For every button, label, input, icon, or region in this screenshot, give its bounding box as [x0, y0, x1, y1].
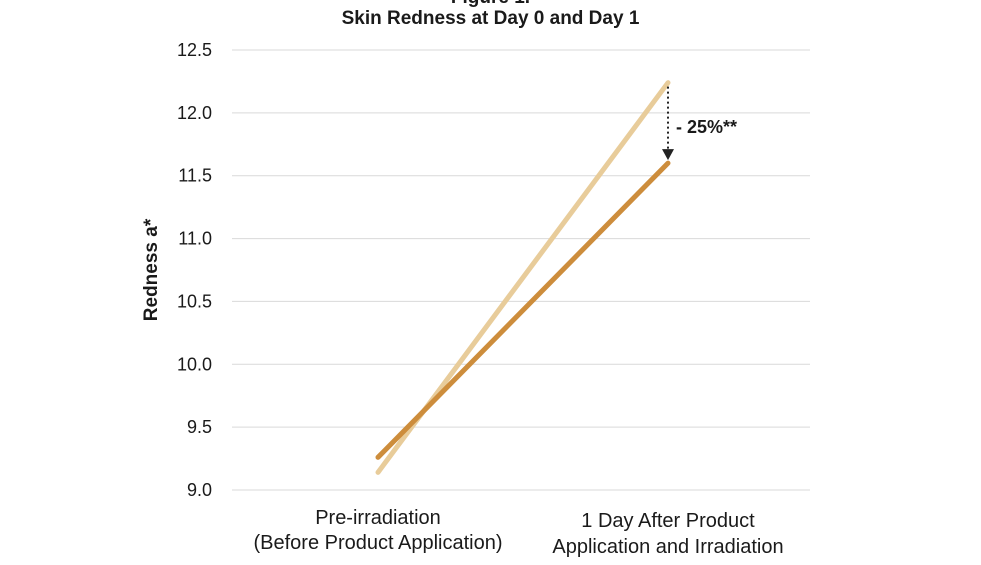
y-tick-label: 12.0 — [177, 103, 212, 123]
y-tick-label: 10.0 — [177, 354, 212, 374]
x-category-label: Pre-irradiation — [315, 507, 441, 529]
y-tick-label: 11.0 — [178, 229, 212, 249]
y-tick-label: 9.5 — [187, 417, 212, 437]
y-tick-label: 9.0 — [187, 480, 212, 500]
y-tick-label: 11.5 — [178, 166, 212, 186]
x-category-label: 1 Day After Product — [581, 510, 755, 532]
chart-title-cut: Figure 1. — [0, 0, 981, 9]
gridlines — [232, 49, 810, 491]
x-category-label: Application and Irradiation — [552, 536, 783, 558]
annotation-arrowhead — [662, 149, 674, 161]
x-category-label: (Before Product Application) — [253, 532, 502, 554]
y-axis-label: Redness a* — [141, 218, 162, 321]
y-tick-label: 10.5 — [177, 291, 212, 311]
x-axis-categories: Pre-irradiation (Before Product Applicati… — [253, 507, 783, 558]
annotation-label: - 25%** — [676, 117, 737, 137]
series-line — [375, 160, 671, 460]
series-lines — [375, 80, 671, 475]
y-tick-label: 12.5 — [177, 40, 212, 60]
y-axis-ticks: 12.5 12.0 11.5 11.0 10.5 10.0 9.5 9.0 — [177, 40, 212, 500]
difference-annotation: - 25%** — [662, 86, 737, 161]
chart-title: Skin Redness at Day 0 and Day 1 — [341, 8, 640, 29]
